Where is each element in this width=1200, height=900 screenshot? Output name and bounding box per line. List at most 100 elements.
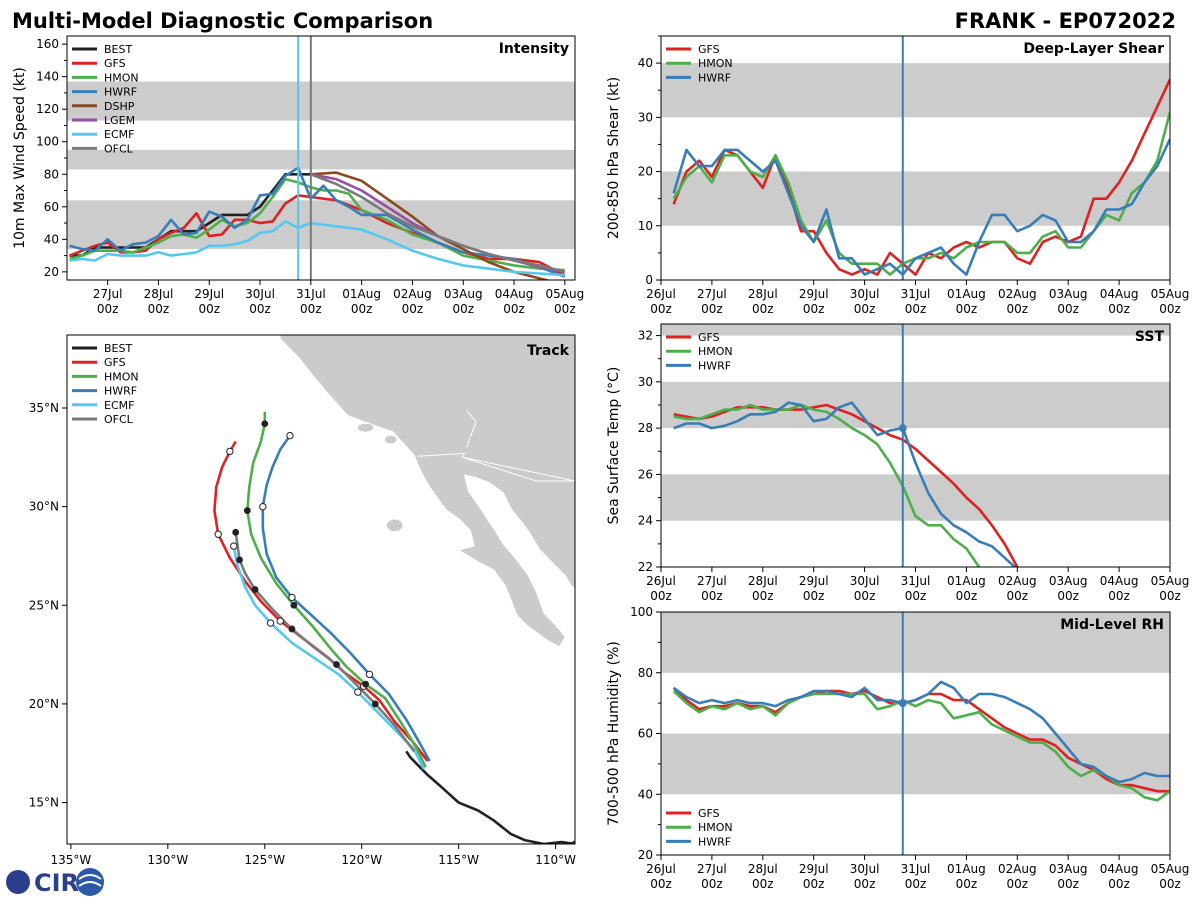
- intensity-legend-label-ecmf: ECMF: [104, 128, 134, 141]
- shear-panel: 01020304026Jul00z27Jul00z28Jul00z29Jul00…: [606, 35, 1189, 316]
- sst-series: [673, 401, 1019, 567]
- shear-ytick-label: 20: [638, 165, 653, 179]
- track-ytick-label: 20°N: [29, 697, 59, 711]
- shear-xtick-sublabel: 00z: [1057, 302, 1079, 316]
- track-gfs: [213, 440, 429, 762]
- shear-xtick-label: 29Jul: [799, 287, 829, 301]
- track-point-gfs: [276, 617, 284, 625]
- rh-xtick-sublabel: 00z: [1159, 877, 1181, 891]
- track-point-ofcl: [251, 586, 259, 593]
- sst-ytick-label: 32: [638, 329, 653, 343]
- shear-xtick-label: 27Jul: [697, 287, 727, 301]
- intensity-legend-label-dshp: DSHP: [104, 100, 135, 113]
- shear-xtick-sublabel: 00z: [701, 302, 723, 316]
- rh-frame: [660, 611, 1171, 856]
- shear-bands: [661, 63, 1170, 226]
- shear-band: [661, 171, 1170, 226]
- intensity-xtick-label: 29Jul: [194, 287, 224, 301]
- state-border: [465, 409, 477, 448]
- sst-xtick-label: 31Jul: [901, 574, 931, 588]
- intensity-xtick-label: 31Jul: [296, 287, 326, 301]
- shear-xtick-label: 02Aug: [998, 287, 1037, 301]
- track-legend-label-ofcl: OFCL: [104, 413, 134, 426]
- rh-band: [661, 612, 1170, 673]
- intensity-xtick-label: 02Aug: [393, 287, 432, 301]
- rh-xtick-sublabel: 00z: [854, 877, 876, 891]
- shear-legend-label-hwrf: HWRF: [698, 71, 731, 84]
- rh-line-hmon: [672, 690, 1170, 802]
- track-ytick-label: 30°N: [29, 500, 59, 514]
- shear-frame: [660, 35, 1171, 281]
- intensity-series: [69, 166, 566, 280]
- sst-xtick-label: 01Aug: [947, 574, 986, 588]
- sst-xtick-label: 27Jul: [697, 574, 727, 588]
- rh-line-hwrf: [672, 680, 1170, 784]
- intensity-legend-label-hwrf: HWRF: [104, 86, 137, 99]
- shear-xtick-label: 04Aug: [1100, 287, 1139, 301]
- sst-xtick-sublabel: 00z: [803, 589, 825, 603]
- rh-title: Mid-Level RH: [1060, 617, 1164, 633]
- land-mass: [279, 335, 575, 648]
- track-point-gfs: [226, 447, 234, 456]
- track-legend-label-hwrf: HWRF: [104, 385, 137, 398]
- track-legend-label-hmon: HMON: [104, 370, 139, 383]
- cira-logo: CIRA: [6, 868, 104, 897]
- track-xtick-label: 125°W: [244, 853, 285, 867]
- track-xtick-label: 135°W: [50, 853, 91, 867]
- intensity-xtick-sublabel: 00z: [351, 302, 373, 316]
- track-point-ofcl: [371, 700, 379, 708]
- intensity-frame: [66, 35, 576, 281]
- track-point-hmon: [290, 601, 298, 609]
- intensity-xtick-label: 28Jul: [144, 287, 174, 301]
- sst-legend-label-hmon: HMON: [698, 345, 733, 358]
- rh-ytick-label: 20: [638, 848, 653, 862]
- sst-xtick-label: 28Jul: [748, 574, 778, 588]
- intensity-legend-label-ofcl: OFCL: [104, 142, 134, 155]
- intensity-legend-label-best: BEST: [104, 43, 132, 56]
- shear-xtick-sublabel: 00z: [905, 302, 927, 316]
- sst-ylabel: Sea Surface Temp (°C): [606, 367, 622, 525]
- rh-xtick-label: 28Jul: [748, 862, 778, 876]
- rh-xtick-sublabel: 00z: [905, 877, 927, 891]
- rh-xtick-label: 05Aug: [1151, 862, 1190, 876]
- track-panel: 135°W 130°W 125°W 120°W 115°W 110°W 15°N 20°N 25…: [29, 334, 576, 867]
- intensity-legend-label-hmon: HMON: [104, 71, 139, 84]
- sst-legend-label-gfs: GFS: [698, 331, 720, 344]
- sst-ytick-label: 22: [638, 560, 653, 574]
- intensity-ytick-label: 140: [36, 70, 59, 84]
- track-point-ecmf: [354, 688, 362, 696]
- intensity-xtick-sublabel: 00z: [554, 302, 576, 316]
- intensity-xtick-label: 30Jul: [245, 287, 275, 301]
- sst-ytick-label: 26: [638, 467, 653, 481]
- intensity-xtick-label: 05Aug: [545, 287, 584, 301]
- rh-xtick-sublabel: 00z: [1057, 877, 1079, 891]
- rh-xtick-label: 03Aug: [1049, 862, 1088, 876]
- sst-bands: [661, 324, 1170, 521]
- shear-band: [661, 63, 1170, 118]
- rh-legend-label-gfs: GFS: [698, 807, 720, 820]
- intensity-xtick-label: 01Aug: [342, 287, 381, 301]
- intensity-ytick-label: 160: [36, 37, 59, 51]
- rh-xtick-sublabel: 00z: [956, 877, 978, 891]
- track-xtick-label: 130°W: [147, 853, 188, 867]
- shear-xtick-label: 31Jul: [901, 287, 931, 301]
- shear-xtick-sublabel: 00z: [956, 302, 978, 316]
- intensity-xtick-sublabel: 00z: [402, 302, 424, 316]
- sst-xtick-label: 04Aug: [1100, 574, 1139, 588]
- track-ytick-label: 25°N: [29, 598, 59, 612]
- logo-emblem-left: [6, 870, 30, 894]
- rh-xtick-label: 26Jul: [646, 862, 676, 876]
- track-ytick-label: 35°N: [29, 401, 59, 415]
- shear-ylabel: 200-850 hPa Shear (kt): [606, 77, 622, 239]
- shear-ytick-label: 0: [645, 273, 653, 287]
- rh-xtick-sublabel: 00z: [1007, 877, 1029, 891]
- sst-panel: 22242628303226Jul00z27Jul00z28Jul00z29Ju…: [606, 323, 1189, 603]
- rh-ytick-label: 60: [638, 727, 653, 741]
- intensity-xtick-sublabel: 00z: [148, 302, 170, 316]
- track-point-ecmf: [266, 619, 275, 627]
- track-point-gfs: [214, 530, 222, 538]
- intensity-xtick-label: 27Jul: [93, 287, 123, 301]
- sst-xtick-label: 03Aug: [1049, 574, 1088, 588]
- track-legend-label-best: BEST: [104, 342, 132, 355]
- sst-xtick-label: 30Jul: [850, 574, 880, 588]
